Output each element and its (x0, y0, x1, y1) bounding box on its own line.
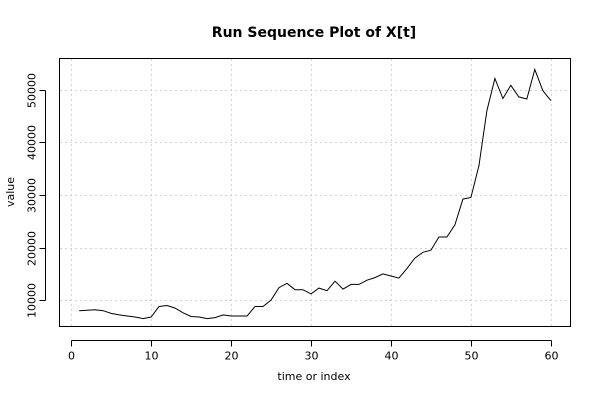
y-tick-label-10000: 10000 (26, 283, 39, 318)
x-axis-label: time or index (277, 370, 351, 383)
y-axis-label: value (4, 177, 17, 207)
y-tick-label-40000: 40000 (26, 125, 39, 160)
x-tick-label-30: 30 (305, 350, 319, 363)
grid-lines (60, 59, 570, 326)
x-tick-label-0: 0 (68, 350, 75, 363)
y-axis-ticks: 10000 20000 30000 40000 50000 (26, 73, 46, 318)
x-tick-label-40: 40 (385, 350, 399, 363)
series-layer (79, 67, 552, 320)
x-axis-ticks: 0 10 20 30 40 50 60 (68, 340, 559, 363)
y-tick-label-30000: 30000 (26, 178, 39, 213)
x-tick-label-10: 10 (145, 350, 159, 363)
x-tick-label-20: 20 (225, 350, 239, 363)
chart-title: Run Sequence Plot of X[t] (212, 25, 416, 41)
y-tick-label-50000: 50000 (26, 73, 39, 108)
plot-area-frame (59, 58, 571, 327)
series-line-0 (79, 67, 552, 320)
x-tick-label-50: 50 (465, 350, 479, 363)
x-tick-label-60: 60 (545, 350, 559, 363)
y-tick-label-20000: 20000 (26, 231, 39, 266)
